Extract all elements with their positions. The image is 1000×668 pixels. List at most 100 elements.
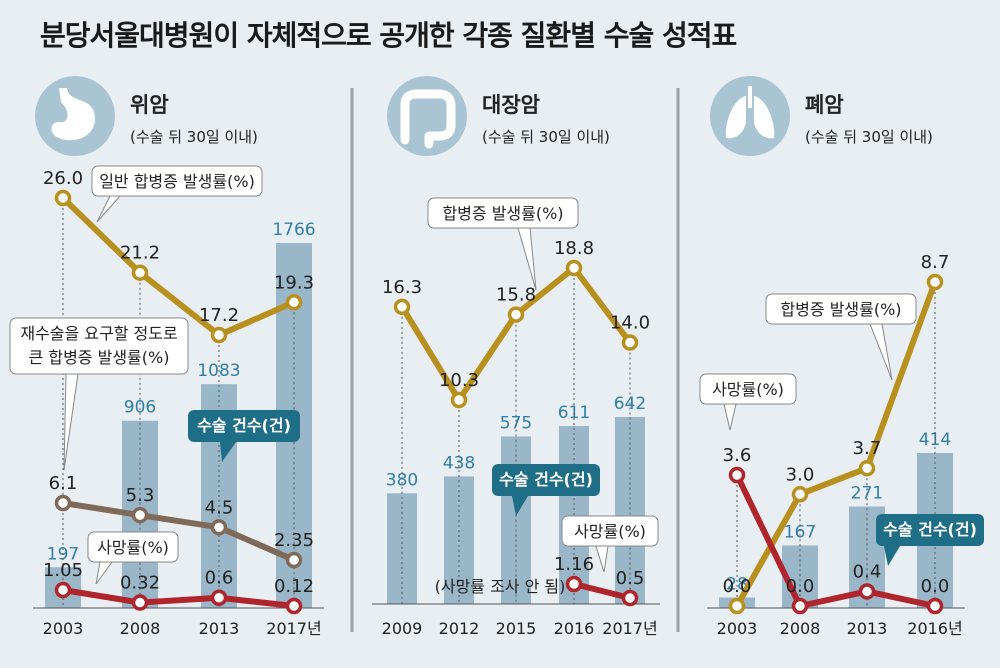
- series-point: [131, 264, 149, 281]
- series-point: [54, 494, 72, 512]
- series-line: [734, 280, 938, 608]
- series-point: [791, 486, 809, 503]
- surgery-count-callout: 수술 건수(건): [876, 514, 984, 566]
- surgery-count-callout: 수술 건수(건): [492, 464, 600, 516]
- series-line: [62, 587, 295, 609]
- point-value-label: 21.2: [120, 243, 160, 264]
- series-point: [728, 466, 746, 484]
- point-value-label: 0.12: [274, 576, 314, 597]
- series-point: [131, 594, 149, 611]
- x-tick-label: 2008: [120, 619, 161, 638]
- stomach-icon: [35, 76, 115, 156]
- point-value-label: 0.4: [853, 561, 882, 582]
- callout-box: [876, 514, 984, 546]
- callout-box: [188, 410, 300, 442]
- surgery-count-callout: 수술 건수(건): [188, 410, 300, 462]
- series-point: [621, 334, 639, 351]
- callout-tail: [63, 373, 79, 471]
- point-value-label: 4.5: [205, 497, 234, 518]
- point-value-label: 18.8: [554, 238, 594, 259]
- callout-text: 수술 건수(건): [197, 416, 291, 435]
- bar-value-label: 575: [500, 414, 532, 434]
- callout-text: 사망률(%): [712, 380, 784, 399]
- series-line: [62, 500, 296, 563]
- callout-box: [699, 373, 797, 405]
- series-point: [791, 597, 809, 615]
- x-tick-label: 2003: [43, 619, 84, 638]
- stomach-shape: [51, 88, 96, 141]
- point-value-label: 3.0: [786, 464, 815, 485]
- panel-title: 폐암: [805, 93, 844, 117]
- x-tick-label: 2016년: [907, 619, 962, 638]
- series-line: [60, 195, 296, 338]
- x-tick-label: 2012: [439, 619, 480, 638]
- series-callout: 합병증 발생률(%): [765, 293, 917, 381]
- bar-value-label: 167: [784, 522, 816, 542]
- callout-tail: [517, 227, 537, 291]
- x-tick-label: 2017년: [266, 619, 321, 638]
- callout-text: 사망률(%): [97, 538, 169, 557]
- point-value-label: 19.3: [274, 272, 314, 293]
- series-point: [285, 597, 303, 615]
- series-point: [621, 589, 639, 607]
- point-value-label: 1.05: [43, 560, 83, 581]
- point-value-label: 15.8: [496, 285, 536, 306]
- series-point: [926, 597, 944, 615]
- callout-tail: [512, 496, 528, 516]
- series-line: [734, 473, 936, 609]
- right-lung: [754, 96, 775, 139]
- panel-title: 위암: [130, 93, 169, 117]
- callout-text: 일반 합병증 발생률(%): [99, 172, 255, 191]
- series-point: [54, 189, 72, 207]
- colon-icon: [387, 76, 467, 156]
- x-tick-label: 2013: [847, 619, 888, 638]
- callout-box: [427, 197, 579, 229]
- callout-text: 수술 건수(건): [883, 520, 977, 539]
- left-lung: [725, 96, 746, 139]
- point-value-label: 5.3: [126, 485, 155, 506]
- series-point: [858, 583, 876, 600]
- callout-tail: [595, 545, 609, 573]
- point-value-label: 0.0: [921, 576, 950, 597]
- callout-text: 사망률(%): [574, 522, 646, 541]
- point-value-label: 0.5: [616, 568, 645, 589]
- point-value-label: 8.7: [921, 252, 950, 273]
- colon-shape: [400, 89, 456, 149]
- point-value-label: 1.16: [554, 554, 594, 575]
- point-value-label: 6.1: [49, 473, 78, 494]
- callout-tail: [220, 442, 236, 462]
- page-title: 분당서울대병원이 자체적으로 공개한 각종 질환별 수술 성적표: [40, 19, 737, 52]
- series-point: [565, 575, 583, 593]
- point-value-label: 3.6: [723, 445, 752, 466]
- callout-text: 수술 건수(건): [499, 470, 593, 489]
- callout-box: [9, 317, 189, 375]
- callout-box: [91, 165, 263, 197]
- x-tick-label: 2003: [717, 619, 758, 638]
- series-point: [285, 551, 303, 569]
- series-point: [54, 581, 72, 599]
- x-tick-label: 2008: [780, 619, 821, 638]
- callout-tail: [723, 403, 737, 431]
- callout-tail: [884, 546, 900, 566]
- callout-text: 재수술을 요구할 정도로: [20, 324, 177, 343]
- callout-box: [492, 464, 600, 496]
- callout-box: [561, 515, 659, 547]
- callout-text: 합병증 발생률(%): [780, 300, 901, 319]
- bar-value-label: 1766: [272, 220, 315, 240]
- x-tick-label: 2016: [554, 619, 595, 638]
- point-value-label: 14.0: [610, 313, 650, 334]
- point-value-label: 16.3: [382, 277, 422, 298]
- panel-subtitle: (수술 뒤 30일 이내): [482, 128, 610, 146]
- series-callout: 사망률(%): [699, 373, 797, 431]
- x-tick-label: 2015: [496, 619, 537, 638]
- bar-value-label: 28: [726, 575, 748, 595]
- panel-subtitle: (수술 뒤 30일 이내): [805, 128, 933, 146]
- callout-text: 큰 합병증 발생률(%): [29, 348, 170, 367]
- series-callout: 사망률(%): [87, 531, 179, 585]
- point-value-label: 0.0: [723, 576, 752, 597]
- series-point: [131, 506, 149, 524]
- series-point: [507, 306, 525, 323]
